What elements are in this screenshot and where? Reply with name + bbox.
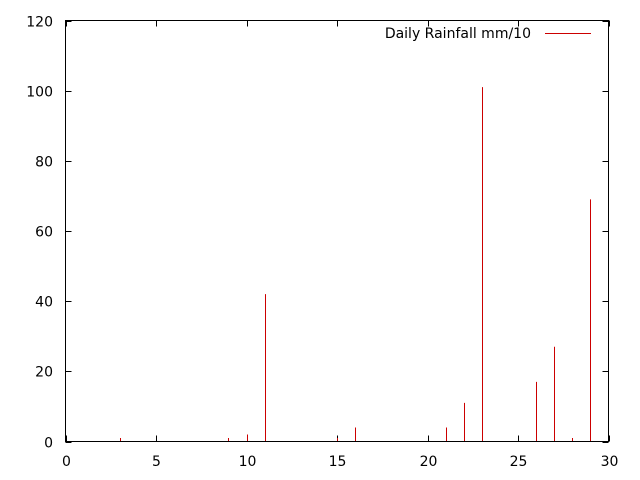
x-tick-label: 15 (329, 454, 347, 470)
axis-ticks (65, 20, 610, 443)
y-tick-label: 60 (35, 225, 53, 241)
y-tick-label: 20 (35, 365, 53, 381)
y-tick-label: 100 (26, 85, 53, 101)
legend-label: Daily Rainfall mm/10 (385, 26, 531, 42)
plot-frame (65, 20, 609, 442)
y-tick-label: 40 (35, 295, 53, 311)
y-tick-labels: 0 20 40 60 80 100 120 (26, 15, 53, 452)
data-marks (120, 87, 591, 442)
x-tick-label: 30 (601, 454, 619, 470)
y-tick-label: 80 (35, 155, 53, 171)
x-tick-label: 20 (420, 454, 438, 470)
y-tick-label: 0 (44, 436, 53, 452)
x-tick-label: 5 (152, 454, 161, 470)
x-tick-label: 25 (510, 454, 528, 470)
x-tick-label: 10 (239, 454, 257, 470)
x-tick-labels: 0 5 10 15 20 25 30 (62, 454, 618, 470)
x-tick-label: 0 (62, 454, 71, 470)
legend: Daily Rainfall mm/10 (385, 26, 591, 42)
y-tick-label: 120 (26, 15, 53, 31)
